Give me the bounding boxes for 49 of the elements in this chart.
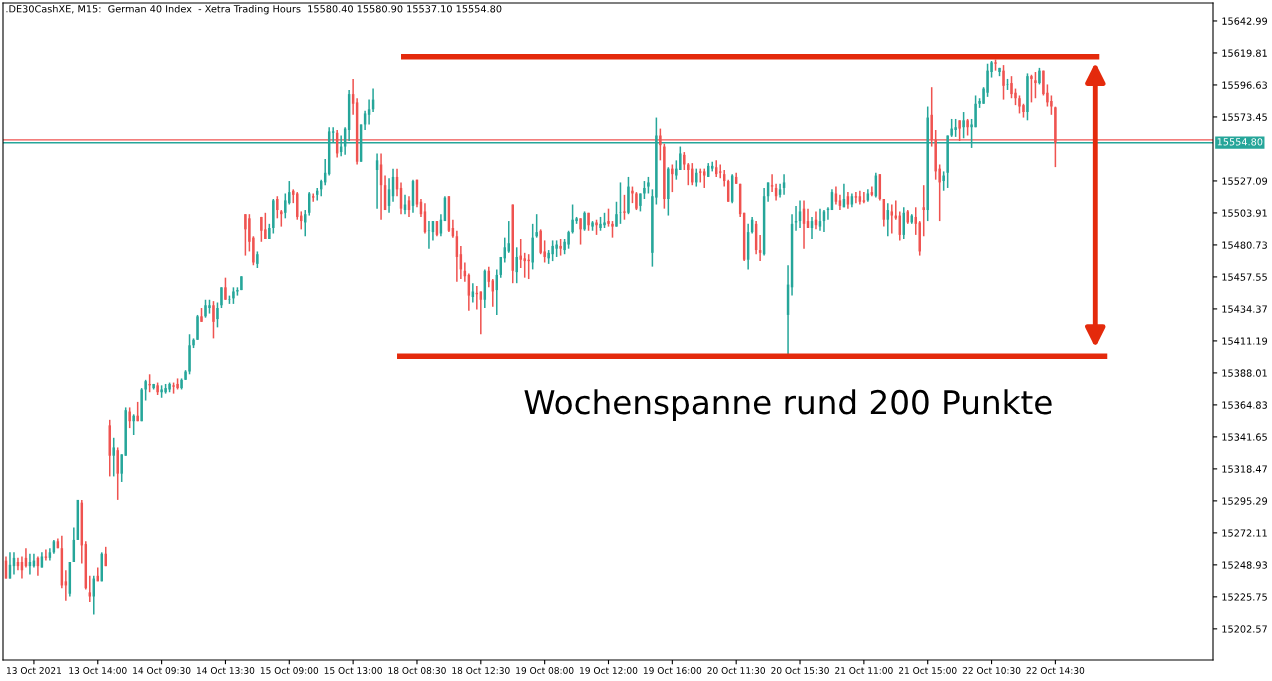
y-tick-label: 15642.99 <box>1222 17 1268 25</box>
x-tick-label: 19 Oct 16:00 <box>643 667 702 674</box>
ref-line-label: 15554.80 <box>1217 138 1263 146</box>
y-tick-label: 15295.29 <box>1222 497 1268 505</box>
y-tick-label: 15527.09 <box>1222 177 1268 185</box>
y-tick-label: 15225.75 <box>1222 593 1267 601</box>
candlestick <box>647 176 650 195</box>
y-tick-label: 15341.65 <box>1222 433 1267 441</box>
candlestick <box>228 294 231 305</box>
candlestick <box>1018 94 1021 115</box>
x-tick-label: 18 Oct 08:30 <box>388 667 446 674</box>
y-tick-label: 15480.73 <box>1222 241 1267 249</box>
x-tick-label: 19 Oct 08:00 <box>516 667 574 674</box>
x-tick-label: 21 Oct 15:00 <box>898 667 957 674</box>
y-tick-label: 15318.47 <box>1222 465 1267 473</box>
y-tick-label: 15388.01 <box>1222 369 1267 377</box>
x-tick-label: 13 Oct 2021 <box>7 667 61 674</box>
x-tick-label: 19 Oct 12:00 <box>580 667 638 674</box>
y-tick-label: 15411.19 <box>1222 337 1268 345</box>
candlestick <box>172 381 175 395</box>
y-tick-label: 15619.81 <box>1222 49 1267 57</box>
y-tick-label: 15457.55 <box>1222 273 1267 281</box>
y-tick-label: 15434.37 <box>1222 305 1267 313</box>
chart-title: .DE30CashXE, M15: German 40 Index - Xetra Trading Hours 15580.40 15580.90 15537.10 15554.80 <box>6 4 502 15</box>
x-tick-label: 20 Oct 11:30 <box>707 667 766 674</box>
annotation: Wochenspanne rund 200 Punkte <box>524 389 1052 421</box>
candlestick <box>112 437 115 478</box>
candlestick <box>699 167 702 184</box>
candlestick <box>619 181 622 225</box>
y-tick-label: 15503.91 <box>1222 209 1267 217</box>
x-tick-label: 18 Oct 12:30 <box>452 667 510 674</box>
x-tick-label: 20 Oct 15:30 <box>771 667 829 674</box>
x-tick-label: 15 Oct 13:00 <box>324 667 382 674</box>
y-tick-label: 15596.63 <box>1222 81 1267 89</box>
y-tick-label: 15272.11 <box>1222 529 1267 537</box>
candlestick <box>591 220 594 232</box>
x-tick-label: 22 Oct 14:30 <box>1026 667 1085 674</box>
x-tick-label: 13 Oct 14:00 <box>69 667 127 674</box>
y-tick-label: 15248.93 <box>1222 561 1267 569</box>
x-tick-label: 15 Oct 09:00 <box>260 667 319 674</box>
y-tick-label: 15202.57 <box>1222 625 1267 633</box>
x-tick-label: 14 Oct 09:30 <box>133 667 191 674</box>
candlestick <box>623 194 626 221</box>
candlestick <box>994 58 997 72</box>
x-tick-label: 14 Oct 13:30 <box>197 667 255 674</box>
x-tick-label: 22 Oct 10:30 <box>962 667 1021 674</box>
y-tick-label: 15573.45 <box>1222 113 1267 121</box>
x-tick-label: 21 Oct 11:00 <box>835 667 893 674</box>
y-tick-label: 15364.83 <box>1222 401 1267 409</box>
